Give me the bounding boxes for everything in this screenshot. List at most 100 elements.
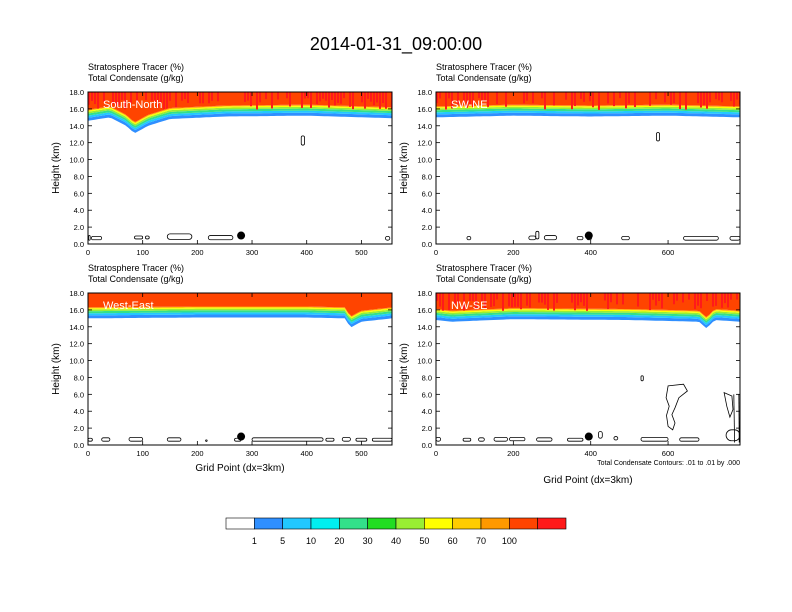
tracer-streak (202, 92, 204, 104)
condensate-contour (341, 436, 351, 442)
condensate-contour (621, 235, 630, 241)
tracer-band-5 (88, 104, 392, 123)
tracer-streak (475, 293, 477, 310)
tracer-band-5 (436, 104, 740, 108)
tracer-streak (652, 293, 654, 300)
tracer-streak (439, 92, 441, 99)
condensate-contour (462, 437, 472, 442)
y-tick-label: 2.0 (422, 424, 432, 433)
tracer-streak (673, 293, 675, 305)
tracer-streak (697, 293, 699, 306)
tracer-streak (526, 92, 528, 101)
tracer-streak (145, 92, 147, 101)
tracer-streak (517, 293, 519, 307)
tracer-streak (649, 92, 651, 106)
y-tick-label: 16.0 (69, 105, 84, 114)
tracer-streak (610, 293, 612, 303)
tracer-streak (331, 92, 333, 100)
tracer-streak (592, 92, 594, 108)
tracer-band-4 (88, 105, 392, 125)
y-tick-label: 4.0 (74, 206, 84, 215)
tracer-band-1 (88, 110, 392, 130)
tracer-streak (541, 293, 543, 303)
tracer-streak (373, 92, 375, 106)
tracer-streak (496, 92, 498, 105)
y-axis-label: Height (km) (399, 343, 410, 395)
y-tick-label: 16.0 (417, 306, 432, 315)
tracer-streak (676, 293, 678, 301)
condensate-contour (166, 233, 193, 240)
tracer-streak (271, 92, 273, 109)
colorbar-label: 60 (448, 536, 458, 546)
x-tick-label: 100 (136, 449, 149, 458)
tracer-streak (574, 92, 576, 107)
tracer-streak (94, 92, 96, 105)
tracer-streak (655, 293, 657, 306)
colorbar-label: 100 (502, 536, 517, 546)
y-tick-label: 10.0 (69, 357, 84, 366)
tracer-streak (259, 92, 261, 103)
tracer-streak (277, 92, 279, 100)
tracer-streak (580, 293, 582, 303)
tracer-streak (199, 92, 201, 104)
colorbar-label: 40 (391, 536, 401, 546)
condensate-contour (543, 235, 558, 241)
tracer-streak (700, 293, 702, 309)
y-tick-label: 2.0 (422, 223, 432, 232)
tracer-streak (484, 293, 486, 308)
tracer-streak (463, 293, 465, 311)
tracer-streak (715, 92, 717, 100)
y-tick-label: 16.0 (417, 105, 432, 114)
tracer-streak (661, 293, 663, 309)
tracer-streak (583, 293, 585, 306)
tracer-band-0 (88, 314, 392, 328)
tracer-band-0 (436, 316, 740, 328)
tracer-streak (340, 92, 342, 104)
x-tick-label: 200 (507, 449, 520, 458)
y-tick-label: 10.0 (69, 156, 84, 165)
x-tick-label: 600 (662, 248, 675, 257)
condensate-contour (134, 235, 144, 240)
tracer-streak (634, 92, 636, 107)
y-tick-label: 14.0 (69, 122, 84, 131)
tracer-streak (385, 92, 387, 109)
colorbar-swatch (537, 517, 567, 530)
tracer-streak (118, 92, 120, 105)
tracer-band-2 (88, 310, 392, 322)
condensate-contours (466, 132, 740, 241)
tracer-streak (490, 293, 492, 307)
y-tick-label: 18.0 (69, 88, 84, 97)
condensate-contour-cloud (723, 391, 734, 419)
condensate-contour (509, 436, 526, 442)
colorbar-swatch (254, 517, 283, 530)
tracer-streak (301, 92, 303, 108)
tracer-streak (208, 92, 210, 104)
tracer-streak (103, 92, 105, 102)
tracer-streak (286, 92, 288, 99)
tracer-streak (187, 92, 189, 103)
tracer-streak (532, 92, 534, 104)
condensate-contour (90, 235, 103, 241)
tracer-streak (166, 92, 168, 109)
condensate-contour (436, 437, 442, 442)
tracer-streak (367, 92, 369, 99)
colorbar-label: 50 (419, 536, 429, 546)
colorbar-swatch (509, 517, 538, 530)
colorbar-swatch (282, 517, 312, 530)
location-marker (584, 432, 593, 441)
condensate-contour (493, 436, 508, 442)
condensate-contour (679, 437, 700, 442)
tracer-band-0 (436, 112, 740, 118)
tracer-band-2 (436, 312, 740, 323)
x-tick-label: 200 (191, 449, 204, 458)
tracer-streak (649, 293, 651, 311)
tracer-streak (136, 92, 138, 104)
tracer-streak (673, 92, 675, 104)
tracer-streak (715, 293, 717, 306)
tracer-streak (481, 92, 483, 101)
plot-background (88, 293, 392, 445)
colorbar-swatch (424, 517, 453, 530)
tracer-field (88, 92, 392, 133)
x-tick-label: 200 (507, 248, 520, 257)
tracer-streak (217, 92, 219, 102)
